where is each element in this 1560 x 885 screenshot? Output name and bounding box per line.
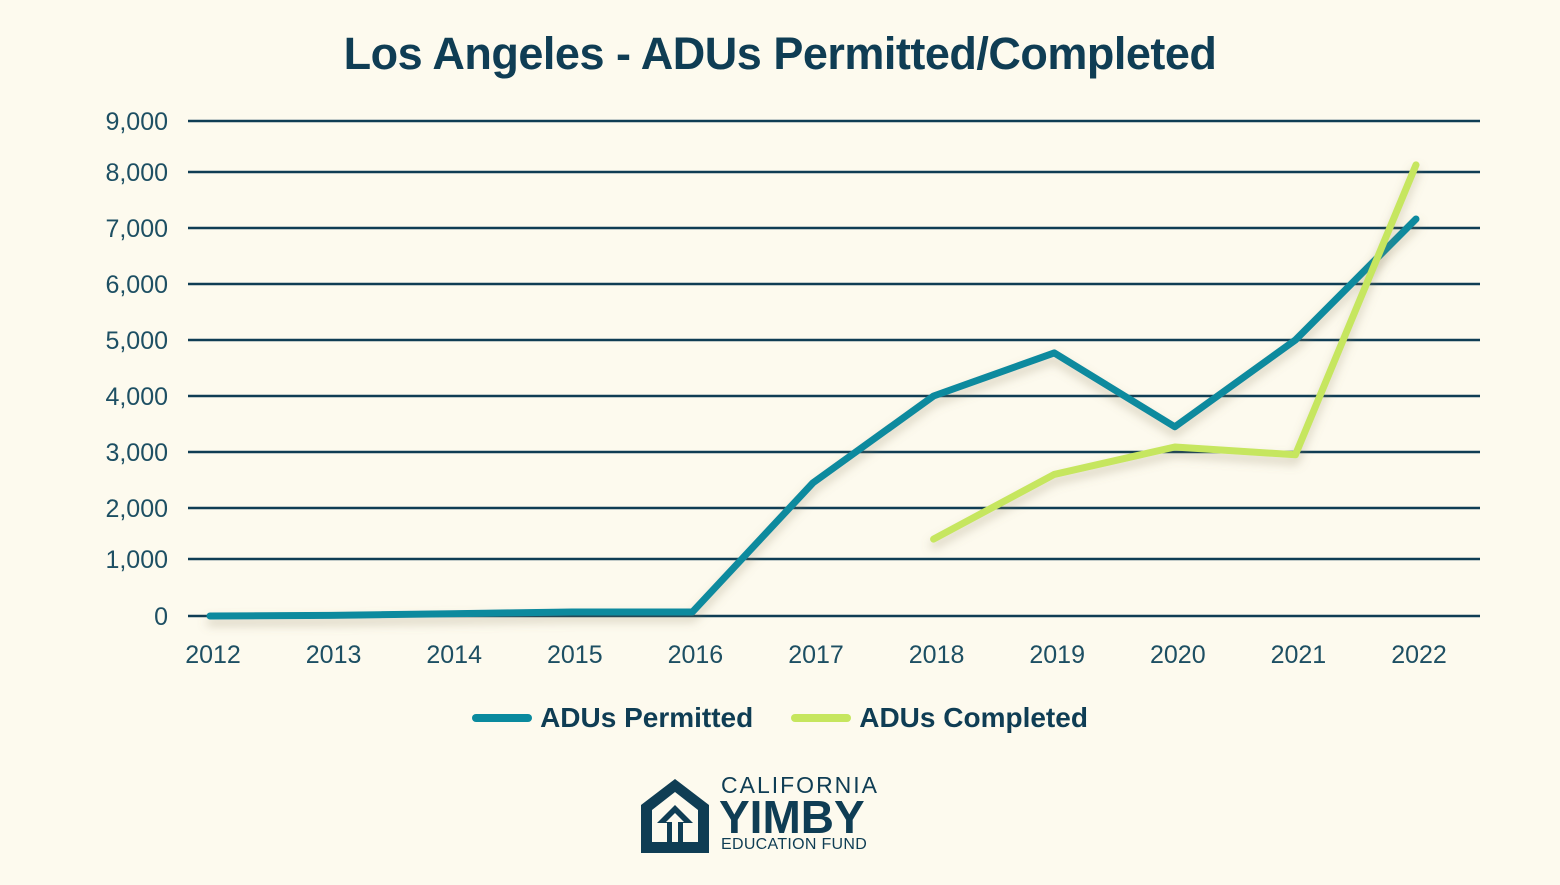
x-tick-label: 2020: [1150, 641, 1206, 669]
y-tick-label: 4,000: [105, 383, 168, 411]
x-tick-label: 2017: [788, 641, 844, 669]
y-tick-label: 8,000: [105, 159, 168, 187]
legend-swatch-permitted: [472, 714, 533, 722]
y-tick-label: 7,000: [105, 215, 168, 243]
series-line-permitted: [206, 215, 1420, 620]
y-tick-label: 0: [154, 603, 168, 631]
logo-yimby-text: YIMBY: [719, 791, 865, 843]
gridlines: [188, 119, 1480, 618]
legend-label-permitted: ADUs Permitted: [540, 702, 754, 733]
x-tick-label: 2013: [306, 641, 362, 669]
y-tick-label: 6,000: [105, 271, 168, 299]
chart-title: Los Angeles - ADUs Permitted/Completed: [343, 28, 1217, 79]
x-tick-label: 2019: [1029, 641, 1085, 669]
logo-education-fund-text: EDUCATION FUND: [721, 836, 868, 853]
yimby-logo: CALIFORNIA YIMBY EDUCATION FUND: [637, 772, 887, 857]
legend-swatch-completed: [791, 714, 852, 722]
y-tick-label: 2,000: [105, 495, 168, 523]
legend-item-completed: ADUs Completed: [791, 702, 1088, 734]
y-tick-label: 3,000: [105, 439, 168, 467]
x-tick-label: 2018: [909, 641, 965, 669]
y-tick-label: 5,000: [105, 327, 168, 355]
y-tick-label: 1,000: [105, 546, 168, 574]
x-tick-label: 2021: [1271, 641, 1327, 669]
logo-california-text: CALIFORNIA: [721, 772, 880, 798]
x-tick-label: 2022: [1391, 641, 1447, 669]
x-tick-label: 2016: [668, 641, 724, 669]
y-tick-label: 9,000: [105, 108, 168, 136]
series-line-completed: [930, 161, 1420, 543]
legend-label-completed: ADUs Completed: [859, 702, 1088, 733]
series-lines: [206, 161, 1420, 620]
x-axis-ticks: 2012 2013 2014 2015 2016 2017 2018 2019 2020 2021…: [185, 641, 1447, 669]
x-tick-label: 2012: [185, 641, 241, 669]
legend-item-permitted: ADUs Permitted: [472, 702, 753, 734]
house-arrow-icon: [641, 779, 709, 853]
x-tick-label: 2014: [426, 641, 482, 669]
x-tick-label: 2015: [547, 641, 603, 669]
legend: ADUs Permitted ADUs Completed: [0, 702, 1560, 734]
y-axis-ticks: 0 1,000 2,000 3,000 4,000 5,000 6,000 7,000 8,00…: [105, 108, 168, 631]
